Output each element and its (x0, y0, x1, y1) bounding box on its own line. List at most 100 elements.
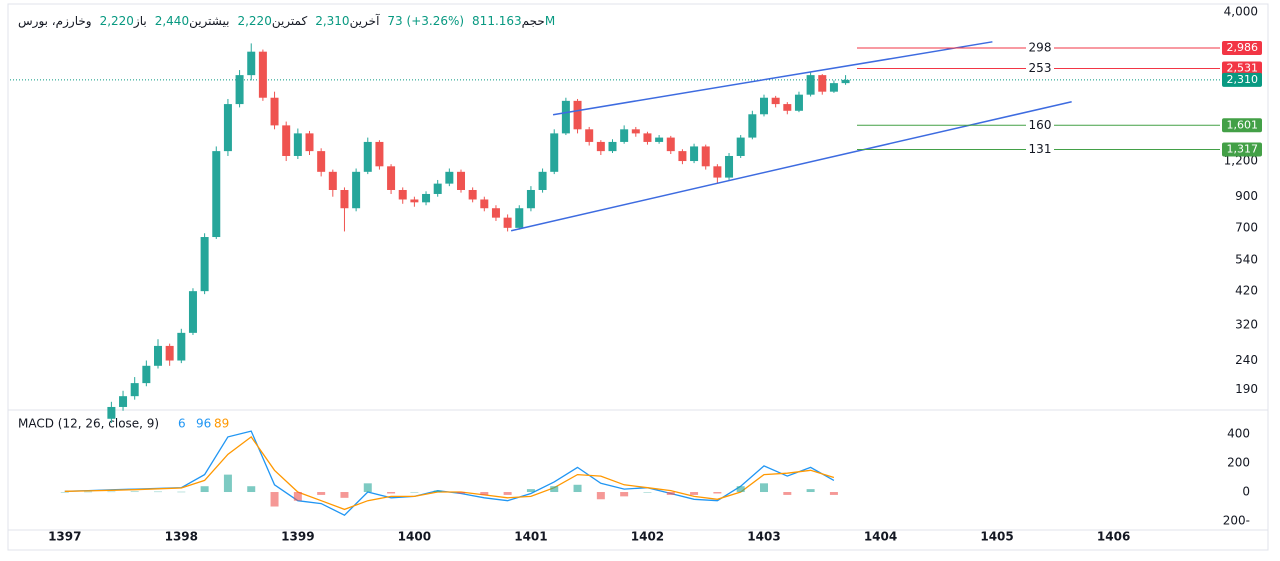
candle-body (223, 104, 232, 152)
candle-body (725, 155, 734, 178)
candle-body (503, 217, 512, 228)
histogram-bar (759, 483, 768, 493)
candle-body (258, 51, 267, 98)
x-tick-label: 1406 (1097, 530, 1130, 544)
candle-body (585, 129, 594, 142)
candle-body (142, 365, 151, 384)
candle-body (631, 129, 640, 134)
candle-body (818, 75, 827, 92)
candle-body (235, 75, 244, 105)
histogram-bar (480, 492, 489, 495)
legend-value: 96 (196, 417, 211, 431)
field-value: 2,220 (237, 14, 272, 28)
histogram-bar (550, 486, 559, 493)
candle-body (282, 125, 291, 156)
candle-body (794, 94, 803, 111)
level-note: 298 (1029, 41, 1052, 55)
trendline (510, 101, 1072, 232)
histogram-bar (293, 492, 302, 501)
candle-body (107, 406, 116, 419)
candle-body (188, 291, 197, 333)
histogram-bar (270, 492, 279, 507)
candle-body (177, 332, 186, 361)
candle-body (375, 141, 384, 167)
x-tick-label: 1401 (514, 530, 547, 544)
field: 2,220باز (100, 14, 147, 28)
histogram-bar (177, 491, 186, 493)
y-tick-label: 4,000 (1224, 4, 1258, 18)
histogram-bar (829, 492, 838, 495)
candle-body (422, 193, 431, 203)
field-label: کمترین (271, 14, 308, 28)
candle-body (550, 133, 559, 172)
x-tick-label: 1397 (48, 530, 81, 544)
histogram-bar (60, 492, 69, 493)
x-tick-label: 1399 (281, 530, 314, 544)
histogram-bar (620, 492, 629, 497)
last-price-box (1222, 72, 1262, 87)
level-box (1222, 61, 1262, 76)
candle-body (690, 146, 699, 162)
field-label: آخرین (349, 14, 380, 28)
candle-body (165, 345, 174, 361)
x-tick-label: 1400 (398, 530, 431, 544)
y-tick-label: 190 (1235, 382, 1258, 396)
level-label: 1,317 (1227, 143, 1259, 156)
level-note-bg (1026, 41, 1054, 56)
candle-body (701, 146, 710, 167)
histogram-bar (643, 492, 652, 493)
x-tick-label: 1402 (631, 530, 664, 544)
y-tick-label: 1,200 (1224, 154, 1258, 168)
y-tick-label: 0 (1242, 485, 1250, 499)
candle-body (643, 133, 652, 142)
candle-body (352, 171, 361, 209)
level-label: 1,601 (1227, 118, 1259, 131)
candle-body (433, 183, 442, 194)
candle-body (526, 189, 535, 209)
histogram-bar (690, 492, 699, 495)
macd-line (64, 435, 835, 511)
volume-label: حجم (521, 14, 545, 28)
legend-value: 89 (214, 417, 229, 431)
y-tick-label: 320 (1235, 317, 1258, 331)
y-tick-label: 900 (1235, 189, 1258, 203)
histogram-bar (433, 490, 442, 493)
histogram-bar (317, 492, 326, 495)
field: 2,310آخرین (315, 14, 379, 28)
macd-line (64, 430, 835, 516)
candle-body (771, 97, 780, 105)
field-value: 2,220 (99, 14, 134, 28)
field-value: 2,440 (154, 14, 190, 28)
histogram-bar (340, 492, 349, 498)
level-label: 2,986 (1227, 41, 1259, 54)
candle-body (305, 133, 314, 152)
candle-body (410, 199, 419, 203)
x-tick-label: 1405 (980, 530, 1013, 544)
candle-body (561, 100, 570, 134)
histogram-bar (387, 492, 396, 494)
change: 73 (+3.26%) (387, 14, 465, 28)
field: 2,220کمترین (237, 14, 307, 28)
histogram-bar (410, 492, 419, 493)
candle-body (736, 137, 745, 156)
histogram-bar (713, 492, 722, 494)
symbol: وخارزم، بورس (18, 14, 92, 28)
y-tick-label: 700 (1235, 220, 1258, 234)
macd-title: MACD (12, 26, close, 9) (18, 417, 159, 431)
histogram-bar (107, 491, 116, 493)
candle-body (748, 114, 757, 138)
histogram-bar (666, 492, 675, 495)
candle-body (678, 151, 687, 162)
level-label: 2,531 (1227, 62, 1259, 75)
level-box (1222, 118, 1262, 133)
candle-body (783, 104, 792, 111)
candle-body (457, 171, 466, 190)
field-label: باز (133, 14, 147, 28)
level-note: 131 (1029, 142, 1052, 156)
histogram-bar (247, 486, 256, 493)
candle-body (317, 151, 326, 172)
candle-body (608, 141, 617, 152)
histogram-bar (84, 491, 93, 493)
